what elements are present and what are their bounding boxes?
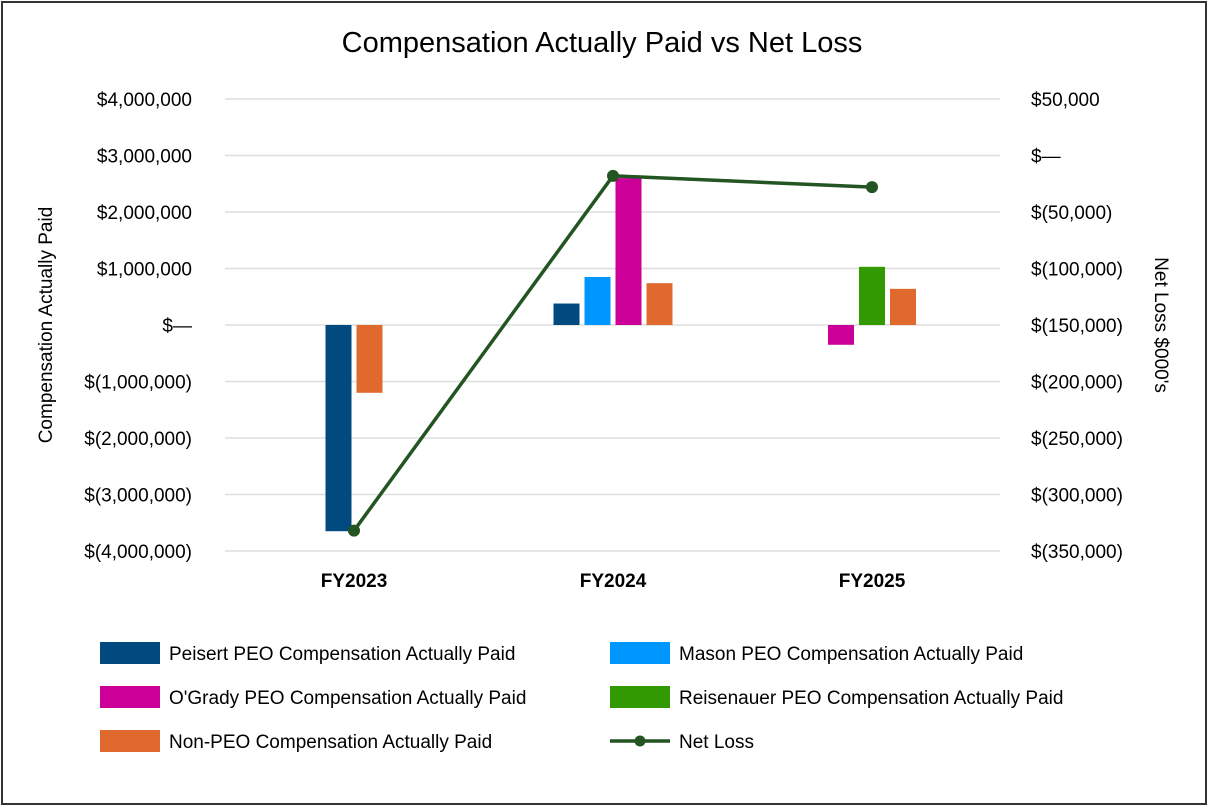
legend-swatch — [610, 686, 670, 708]
legend-label: Mason PEO Compensation Actually Paid — [679, 644, 1023, 665]
right-axis-ticks: $50,000 $— $(50,000) $(100,000) $(150,000) $(… — [1031, 90, 1123, 563]
category-label: FY2024 — [580, 571, 647, 592]
bar — [615, 178, 642, 325]
left-tick-label: $(2,000,000) — [84, 429, 192, 450]
left-axis-label: Compensation Actually Paid — [36, 207, 57, 444]
legend-line-marker — [634, 735, 646, 747]
legend-label: Non-PEO Compensation Actually Paid — [169, 732, 492, 753]
legend: Peisert PEO Compensation Actually Paid Ma… — [100, 642, 1063, 753]
net-loss-point — [866, 181, 878, 194]
left-tick-label: $— — [162, 316, 192, 337]
right-tick-label: $(150,000) — [1031, 316, 1123, 337]
bar — [646, 283, 673, 325]
right-tick-label: $— — [1031, 147, 1061, 168]
bar — [859, 266, 885, 325]
bar — [553, 303, 580, 325]
right-tick-label: $50,000 — [1031, 90, 1100, 111]
category-label: FY2023 — [321, 571, 388, 592]
net-loss-point — [348, 524, 360, 537]
left-tick-label: $(1,000,000) — [84, 373, 192, 394]
legend-swatch — [100, 686, 160, 708]
right-tick-label: $(200,000) — [1031, 373, 1123, 394]
category-labels: FY2023 FY2024 FY2025 — [321, 571, 906, 592]
left-tick-label: $3,000,000 — [97, 147, 192, 168]
net-loss-point — [607, 169, 619, 182]
left-tick-label: $(3,000,000) — [84, 486, 192, 507]
net-loss-line-group — [348, 169, 878, 537]
gridlines — [225, 98, 1000, 552]
legend-label: Net Loss — [679, 732, 754, 753]
right-tick-label: $(300,000) — [1031, 486, 1123, 507]
right-axis-label: Net Loss $000's — [1150, 257, 1171, 393]
left-tick-label: $(4,000,000) — [84, 542, 192, 563]
right-tick-label: $(350,000) — [1031, 542, 1123, 563]
right-tick-label: $(250,000) — [1031, 429, 1123, 450]
right-tick-label: $(100,000) — [1031, 260, 1123, 281]
bar — [325, 325, 352, 532]
bar — [584, 276, 611, 325]
chart-title: Compensation Actually Paid vs Net Loss — [342, 27, 863, 59]
net-loss-line — [352, 174, 873, 532]
bars — [325, 178, 916, 532]
legend-label: Reisenauer PEO Compensation Actually Pai… — [679, 688, 1063, 709]
legend-swatch — [100, 730, 160, 752]
bar — [890, 288, 916, 325]
left-tick-label: $2,000,000 — [97, 203, 192, 224]
left-tick-label: $1,000,000 — [97, 260, 192, 281]
bar — [828, 325, 854, 345]
legend-swatch — [100, 642, 160, 664]
left-tick-label: $4,000,000 — [97, 90, 192, 111]
bar — [356, 325, 383, 393]
legend-swatch — [610, 642, 670, 664]
category-label: FY2025 — [839, 571, 906, 592]
legend-label: Peisert PEO Compensation Actually Paid — [169, 644, 515, 665]
left-axis-ticks: $4,000,000 $3,000,000 $2,000,000 $1,000,000… — [84, 90, 192, 563]
right-tick-label: $(50,000) — [1031, 203, 1112, 224]
legend-label: O'Grady PEO Compensation Actually Paid — [169, 688, 526, 709]
